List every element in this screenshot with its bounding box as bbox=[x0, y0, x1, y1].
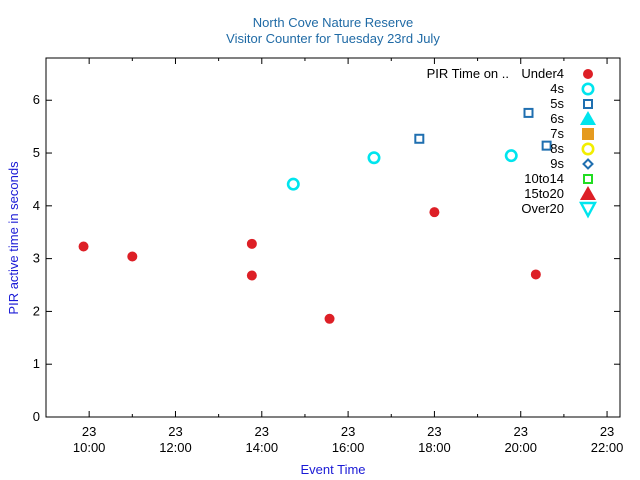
data-point bbox=[541, 140, 552, 151]
x-tick-label-time: 20:00 bbox=[504, 440, 537, 455]
legend-marker bbox=[582, 128, 594, 140]
legend-marker bbox=[583, 99, 593, 109]
legend-entry-label: 6s bbox=[550, 111, 564, 126]
plot-frame bbox=[45, 57, 621, 418]
legend-entry-label: 8s bbox=[550, 141, 564, 156]
x-tick-label-time: 18:00 bbox=[418, 440, 451, 455]
chart-subtitle: Visitor Counter for Tuesday 23rd July bbox=[226, 31, 440, 46]
legend-marker bbox=[583, 69, 593, 79]
y-tick-label: 3 bbox=[33, 251, 40, 266]
legend-title: PIR Time on .. bbox=[427, 66, 509, 81]
data-point bbox=[523, 107, 534, 118]
x-tick-label-day: 23 bbox=[514, 424, 528, 439]
y-tick-label: 2 bbox=[33, 303, 40, 318]
chart-title: North Cove Nature Reserve bbox=[253, 15, 413, 30]
legend-entry-label: Over20 bbox=[521, 201, 564, 216]
y-tick-label: 5 bbox=[33, 145, 40, 160]
legend-entry-label: 15to20 bbox=[524, 186, 564, 201]
legend-entry-label: 4s bbox=[550, 81, 564, 96]
legend-marker bbox=[581, 142, 595, 156]
x-tick-label-day: 23 bbox=[168, 424, 182, 439]
legend-entry-label: 7s bbox=[550, 126, 564, 141]
legend-marker bbox=[580, 111, 596, 125]
y-tick-label: 1 bbox=[33, 356, 40, 371]
legend-marker bbox=[580, 186, 596, 200]
legend-marker bbox=[581, 82, 595, 96]
x-tick-label-day: 23 bbox=[255, 424, 269, 439]
data-point bbox=[367, 151, 381, 165]
y-tick-label: 4 bbox=[33, 198, 40, 213]
y-tick-label: 6 bbox=[33, 92, 40, 107]
x-tick-label-time: 16:00 bbox=[332, 440, 365, 455]
axes: 01234562310:002312:002314:002316:002318:… bbox=[33, 58, 624, 455]
data-point bbox=[530, 269, 541, 280]
legend-marker bbox=[582, 158, 594, 170]
legend-marker bbox=[583, 174, 593, 184]
data-points bbox=[78, 107, 552, 324]
legend-entry-label: 10to14 bbox=[524, 171, 564, 186]
x-tick-label-day: 23 bbox=[82, 424, 96, 439]
data-point bbox=[324, 313, 335, 324]
x-tick-label-time: 10:00 bbox=[73, 440, 106, 455]
data-point bbox=[78, 241, 89, 252]
data-point bbox=[414, 133, 425, 144]
data-point bbox=[127, 251, 138, 262]
data-point bbox=[429, 207, 440, 218]
legend-marker bbox=[578, 201, 598, 219]
x-tick-label-time: 12:00 bbox=[159, 440, 192, 455]
y-axis-label: PIR active time in seconds bbox=[6, 161, 21, 315]
legend-entry-label: 5s bbox=[550, 96, 564, 111]
x-tick-label-day: 23 bbox=[427, 424, 441, 439]
x-tick-label-time: 22:00 bbox=[591, 440, 624, 455]
data-point bbox=[286, 177, 300, 191]
x-tick-label-day: 23 bbox=[341, 424, 355, 439]
legend-entry-label: 9s bbox=[550, 156, 564, 171]
x-tick-label-time: 14:00 bbox=[246, 440, 279, 455]
x-tick-label-day: 23 bbox=[600, 424, 614, 439]
data-point bbox=[246, 270, 257, 281]
legend: PIR Time on .. Under44s5s6s7s8s9s10to141… bbox=[427, 66, 598, 219]
x-axis-label: Event Time bbox=[300, 462, 365, 477]
data-point bbox=[504, 149, 518, 163]
data-point bbox=[246, 238, 257, 249]
legend-entry-label: Under4 bbox=[521, 66, 564, 81]
y-tick-label: 0 bbox=[33, 409, 40, 424]
